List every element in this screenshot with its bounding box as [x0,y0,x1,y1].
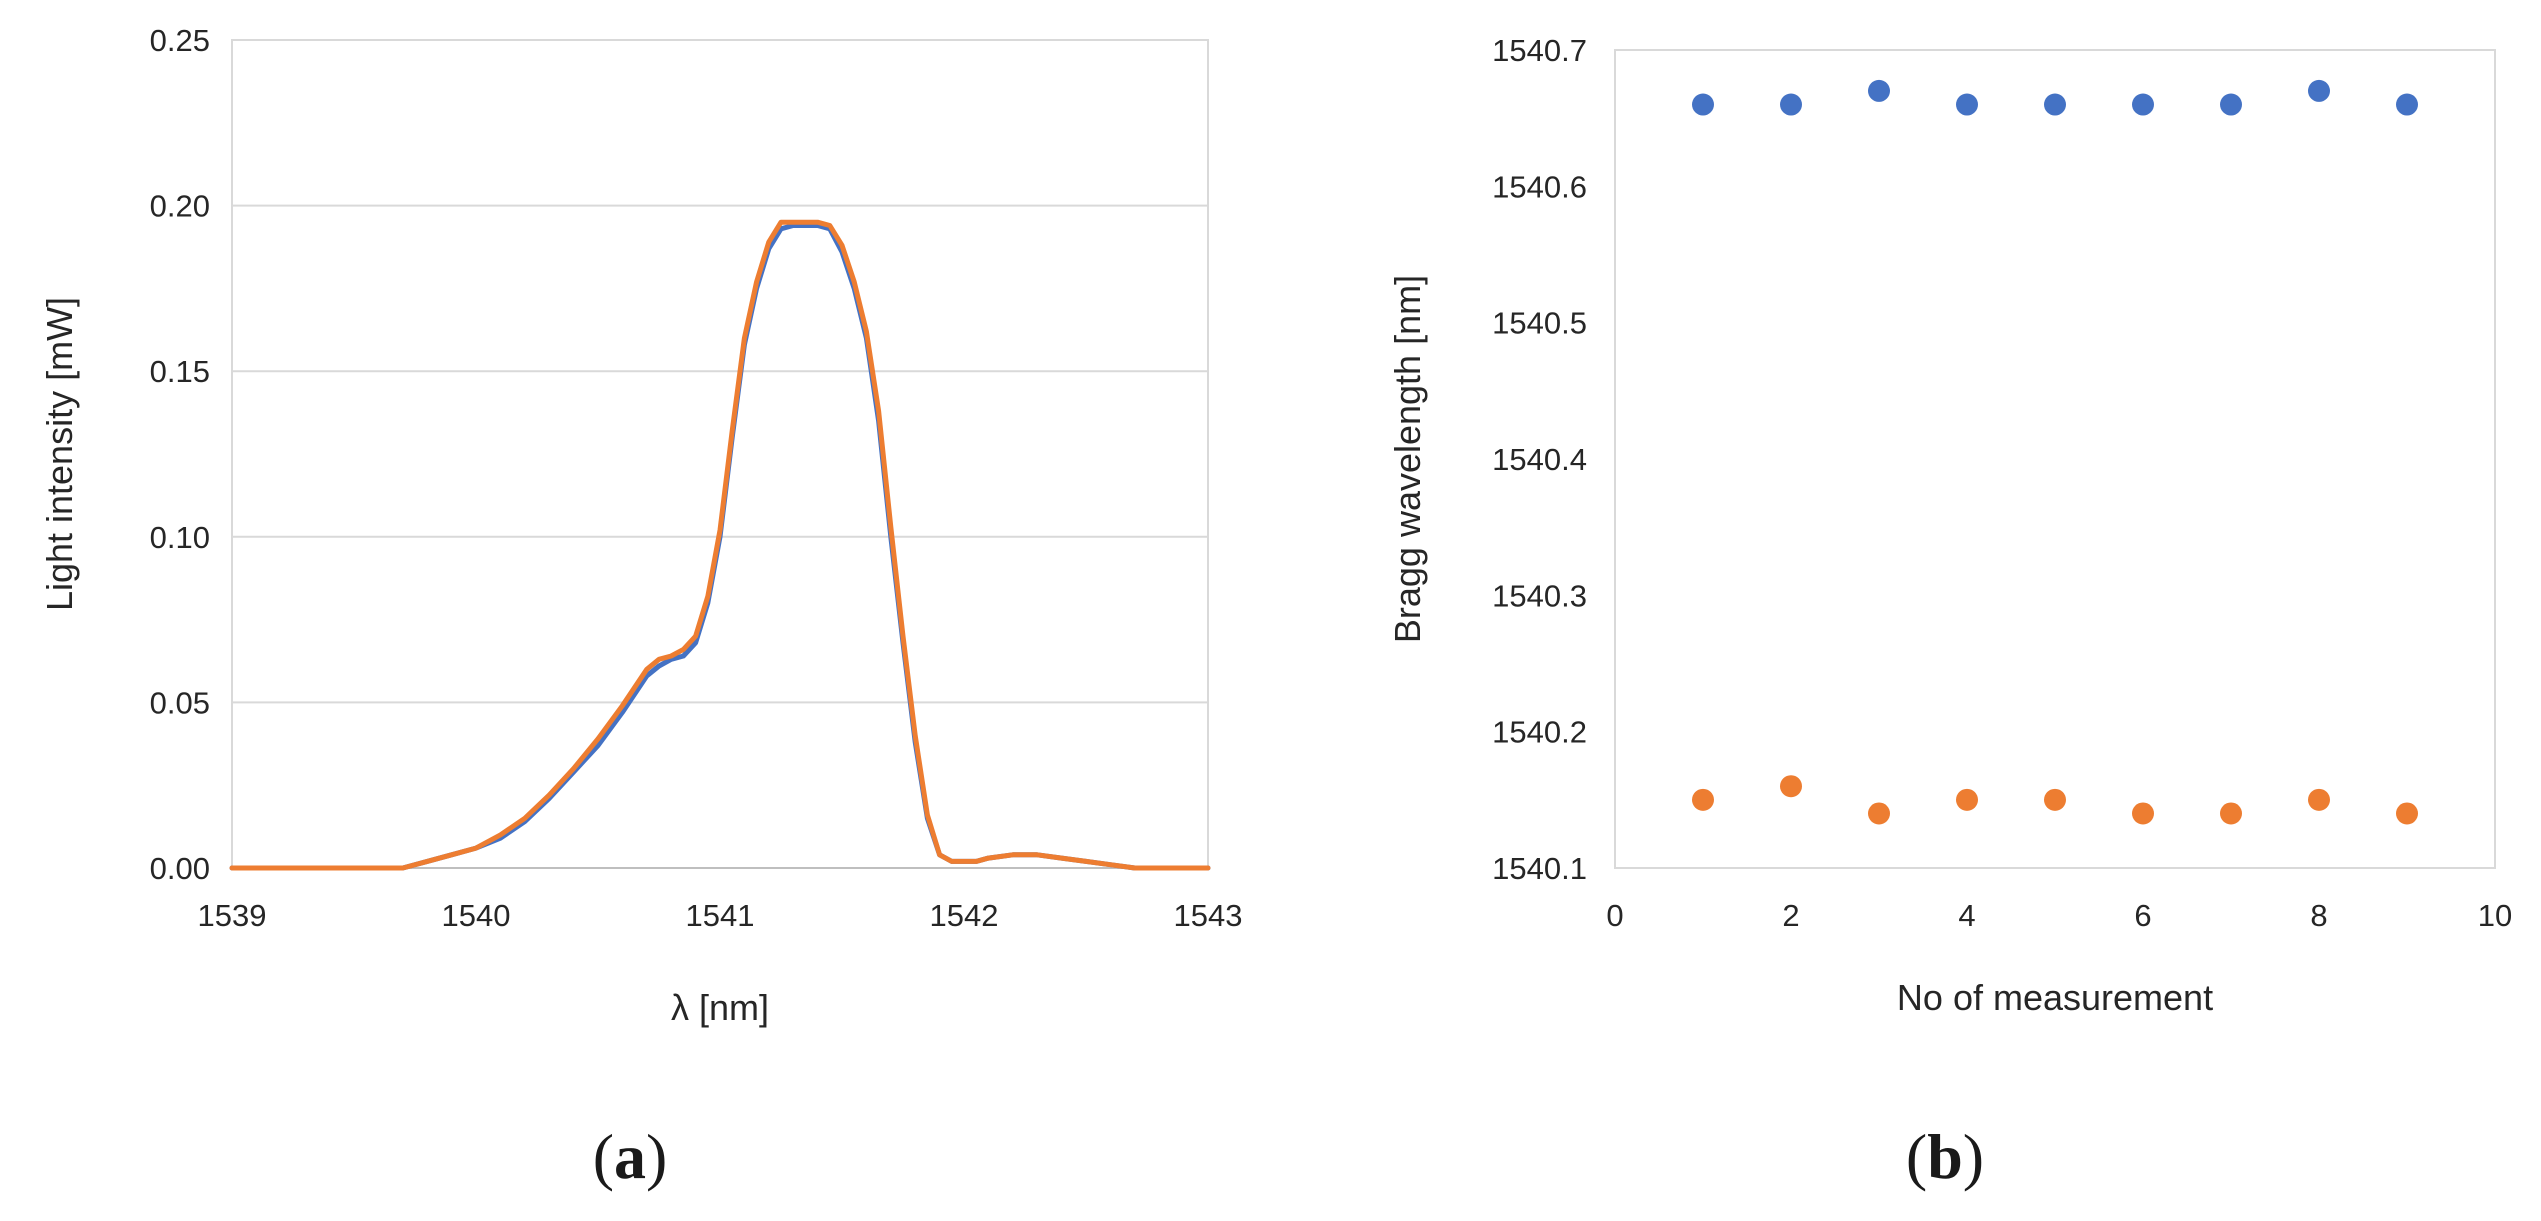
panel-b-x-tick-label: 8 [2310,898,2327,933]
panel-b-x-tick-label: 6 [2134,898,2151,933]
panel-b-series [1692,79,2418,825]
panel-b-point-series-1 [1868,79,1890,102]
panel-b-point-series-2 [1692,788,1714,811]
panel-a-y-tick-label: 0.25 [150,23,210,58]
panel-a-x-tick-label: 1542 [930,898,999,933]
panel-a-series-line-2 [229,219,1211,871]
panel-b-x-axis-title: No of measurement [1897,977,2213,1018]
panel-a-line-chart: 0.00 0.05 0.10 0.15 0.20 0.25 1539 1540 1541 154… [39,23,1242,1192]
panel-b-y-tick-label: 1540.2 [1492,715,1587,750]
panel-b-point-series-1 [1692,93,1714,116]
panel-b-point-series-1 [2396,93,2418,116]
panel-b-point-series-1 [2044,93,2066,116]
panel-b-point-series-2 [2044,788,2066,811]
panel-a-x-tick-label: 1539 [198,898,267,933]
panel-a-label: (a) [593,1121,668,1192]
panel-a-x-axis-title: λ [nm] [671,987,769,1028]
panel-b-x-tick-label: 10 [2478,898,2512,933]
panel-b-point-series-2 [1780,775,1802,798]
panel-a-y-tick-label: 0.05 [150,685,210,720]
panel-b-point-series-2 [1868,802,1890,825]
panel-b-label-open: ( [1906,1121,1927,1192]
panel-a-x-tick-label: 1543 [1174,898,1243,933]
panel-b-x-tick-label: 0 [1606,898,1623,933]
panel-b-y-tick-label: 1540.7 [1492,33,1587,68]
panel-b-point-series-1 [2132,93,2154,116]
panel-a-series [229,219,1211,871]
panel-b-x-tick-label: 2 [1782,898,1799,933]
panel-b-x-tick-labels: 0 2 4 6 8 10 [1606,898,2512,933]
panel-b-y-tick-label: 1540.4 [1492,442,1587,477]
panel-b-y-tick-labels: 1540.1 1540.2 1540.3 1540.4 1540.5 1540.6 1540… [1492,33,1587,886]
panel-a-y-tick-label: 0.00 [150,851,210,886]
panel-b-scatter-chart: 1540.1 1540.2 1540.3 1540.4 1540.5 1540.6 1540… [1387,33,2512,1192]
panel-b-point-series-1 [1780,93,1802,116]
panel-a-y-axis-title: Light intensity [mW] [39,297,80,611]
panel-a-label-letter: a [614,1121,646,1192]
panel-b-label-letter: b [1927,1121,1963,1192]
panel-a-x-tick-labels: 1539 1540 1541 1542 1543 [198,898,1243,933]
panel-b-label: (b) [1906,1121,1984,1192]
panel-b-y-tick-label: 1540.5 [1492,306,1587,341]
panel-b-y-tick-label: 1540.6 [1492,169,1587,204]
panel-a-y-tick-labels: 0.00 0.05 0.10 0.15 0.20 0.25 [150,23,210,886]
panel-b-point-series-2 [2220,802,2242,825]
panel-a-label-open: ( [593,1121,614,1192]
panel-b-plot-area [1614,49,2496,869]
panel-b-point-series-2 [1956,788,1978,811]
panel-b-point-series-1 [1956,93,1978,116]
panel-a-plot-area [231,39,1209,869]
panel-b-point-series-2 [2396,802,2418,825]
panel-b-y-tick-label: 1540.1 [1492,851,1587,886]
panel-a-y-tick-label: 0.15 [150,354,210,389]
panel-b-x-tick-label: 4 [1958,898,1975,933]
panel-a-x-tick-label: 1540 [442,898,511,933]
panel-a-label-close: ) [646,1121,667,1192]
panel-a-y-tick-label: 0.20 [150,189,210,224]
panel-a-x-tick-label: 1541 [686,898,755,933]
panel-a-y-tick-label: 0.10 [150,520,210,555]
panel-b-y-axis-title: Bragg wavelength [nm] [1387,275,1428,643]
panel-b-y-tick-label: 1540.3 [1492,578,1587,613]
panel-b-label-close: ) [1963,1121,1984,1192]
panel-b-point-series-1 [2220,93,2242,116]
panel-b-point-series-2 [2132,802,2154,825]
panel-b-point-series-2 [2308,788,2330,811]
panel-b-point-series-1 [2308,79,2330,102]
